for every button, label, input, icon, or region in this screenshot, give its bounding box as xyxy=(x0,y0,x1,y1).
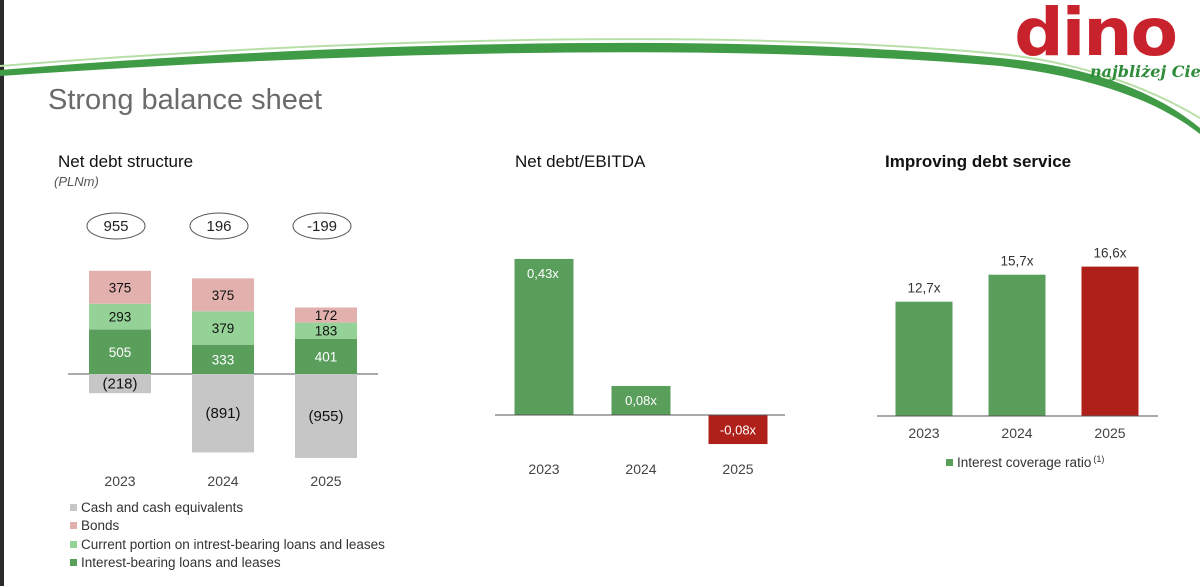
net-debt-title: Net debt structure xyxy=(58,152,194,171)
label-coverage-2025: 16,6x xyxy=(1093,246,1126,261)
label-cash-2024: (891) xyxy=(205,405,240,422)
bar-current-2025 xyxy=(295,322,357,339)
x-label-ratio-2025: 2025 xyxy=(722,461,753,477)
label-cash-2023: (218) xyxy=(102,376,137,393)
bar-cash-2023 xyxy=(89,374,151,394)
label-ratio-2024: 0,08x xyxy=(625,393,657,408)
legend-footnote: (1) xyxy=(1093,453,1105,464)
label-current-2025: 183 xyxy=(315,324,338,339)
legend-item-cash: Cash and cash equivalents xyxy=(70,498,385,517)
label-ratio-2023: 0,43x xyxy=(527,266,559,281)
x-label-coverage-2025: 2025 xyxy=(1094,425,1125,441)
legend-label-interest-bearing: Interest-bearing loans and leases xyxy=(81,555,281,571)
legend-label-current-portion: Current portion on intrest-bearing loans… xyxy=(81,536,385,552)
bar-coverage-2025 xyxy=(1081,266,1139,416)
bar-interest-bearing-2023 xyxy=(89,329,151,374)
x-label-2023: 2023 xyxy=(104,473,135,489)
legend-swatch-bonds xyxy=(70,522,77,530)
bar-ratio-2025 xyxy=(708,415,768,445)
bar-interest-bearing-2025 xyxy=(295,338,357,374)
slide-left-border xyxy=(0,0,4,586)
label-interest-bearing-2024: 333 xyxy=(212,352,235,367)
x-label-coverage-2023: 2023 xyxy=(908,425,939,441)
logo-tagline: najbliżej Ciebie xyxy=(1090,62,1200,81)
bar-cash-2024 xyxy=(192,374,254,453)
bar-ratio-2023 xyxy=(514,258,574,415)
bar-cash-2025 xyxy=(295,374,357,459)
legend-swatch-cash xyxy=(70,503,77,511)
bar-interest-bearing-2024 xyxy=(192,344,254,374)
bar-bonds-2023 xyxy=(89,270,151,304)
header-swoosh xyxy=(0,38,1200,134)
total-ellipse-2023 xyxy=(86,212,146,240)
page-title: Strong balance sheet xyxy=(48,84,323,116)
legend-swatch-interest-bearing xyxy=(70,559,77,567)
legend-item-bonds: Bonds xyxy=(70,517,385,536)
total-label-2024: 196 xyxy=(206,218,231,235)
label-bonds-2025: 172 xyxy=(315,308,338,323)
label-interest-bearing-2025: 401 xyxy=(315,349,338,364)
label-bonds-2024: 375 xyxy=(212,288,235,303)
label-interest-bearing-2023: 505 xyxy=(109,345,132,360)
total-label-2023: 955 xyxy=(103,218,128,235)
x-label-2024: 2024 xyxy=(207,473,238,489)
label-bonds-2023: 375 xyxy=(109,280,132,295)
net-debt-legend: Cash and cash equivalents Bonds Current … xyxy=(70,498,385,572)
bar-current-2024 xyxy=(192,311,254,345)
bar-current-2023 xyxy=(89,303,151,330)
logo-word: dino xyxy=(1014,0,1178,71)
legend-label-cash: Cash and cash equivalents xyxy=(81,499,244,515)
bar-bonds-2025 xyxy=(295,307,357,323)
legend-item-interest-bearing: Interest-bearing loans and leases xyxy=(70,554,385,573)
label-coverage-2023: 12,7x xyxy=(907,281,940,296)
legend-label-bonds: Bonds xyxy=(81,518,120,534)
net-debt-unit: (PLNm) xyxy=(54,174,99,189)
x-label-coverage-2024: 2024 xyxy=(1001,425,1032,441)
total-ellipse-2025 xyxy=(292,212,352,240)
label-current-2024: 379 xyxy=(212,321,235,336)
bar-bonds-2024 xyxy=(192,278,254,312)
x-label-ratio-2024: 2024 xyxy=(625,461,656,477)
label-cash-2025: (955) xyxy=(308,408,343,425)
legend-label-coverage: Interest coverage ratio xyxy=(957,455,1092,470)
dino-logo: dino najbliżej Ciebie xyxy=(1014,0,1200,88)
bar-coverage-2024 xyxy=(988,274,1046,416)
bar-ratio-2024 xyxy=(611,385,671,415)
bar-coverage-2023 xyxy=(895,301,953,416)
x-label-2025: 2025 xyxy=(310,473,341,489)
coverage-legend: Interest coverage ratio (1) xyxy=(946,453,1105,470)
label-coverage-2024: 15,7x xyxy=(1000,254,1033,269)
ratio-title: Net debt/EBITDA xyxy=(515,152,646,171)
legend-swatch-current-portion xyxy=(70,540,77,548)
legend-item-current-portion: Current portion on intrest-bearing loans… xyxy=(70,535,385,554)
legend-swatch-coverage xyxy=(946,459,953,466)
x-label-ratio-2023: 2023 xyxy=(528,461,559,477)
label-current-2023: 293 xyxy=(109,310,132,325)
total-ellipse-2024 xyxy=(189,212,249,240)
label-ratio-2025: -0,08x xyxy=(720,423,757,438)
service-title: Improving debt service xyxy=(885,152,1072,171)
total-label-2025: -199 xyxy=(307,218,337,235)
